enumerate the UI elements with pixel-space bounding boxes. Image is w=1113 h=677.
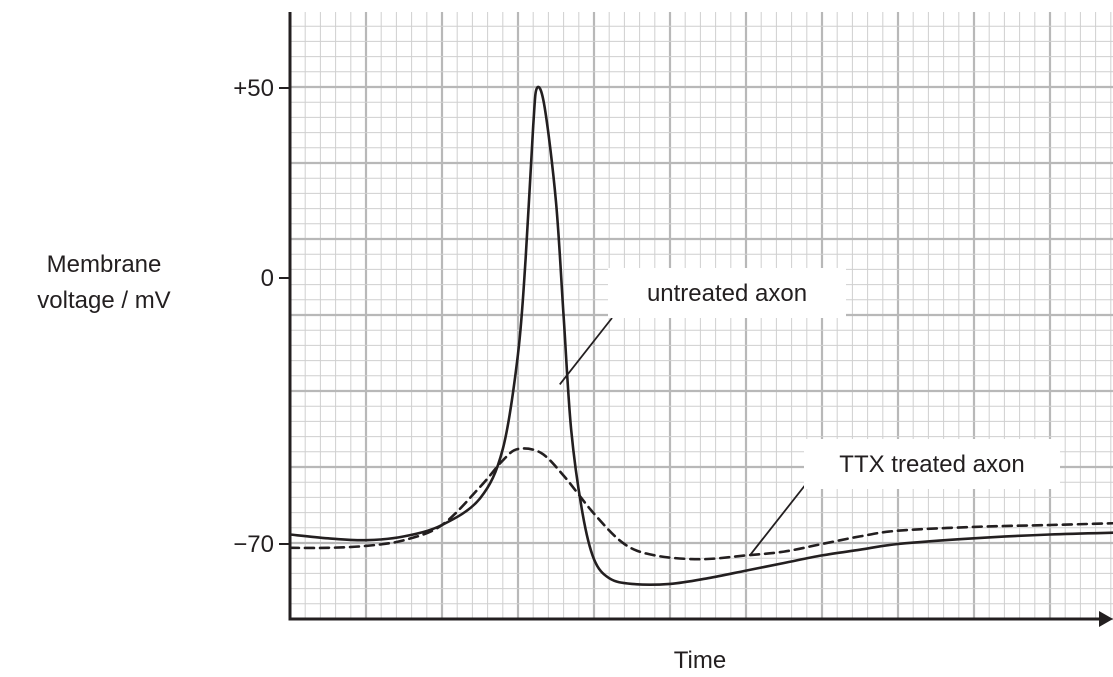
series-lines [288, 85, 1113, 586]
axes: +50 0 −70 [233, 12, 1113, 627]
y-tick-label: 0 [261, 265, 274, 292]
ttx-treated-axon-label: TTX treated axon [839, 451, 1024, 478]
x-axis-arrow-icon [1099, 611, 1113, 627]
untreated-axon-line [288, 85, 1113, 586]
ttx-treated-axon-line [288, 447, 1113, 561]
grid [288, 12, 1113, 621]
y-axis-label-line-1: Membrane [47, 251, 162, 278]
y-tick-label: +50 [233, 75, 274, 102]
y-tick-label: −70 [233, 531, 274, 558]
ttx-treated-axon-leader-line [749, 483, 807, 556]
x-axis-label: Time [674, 647, 726, 674]
ttx-treated-axon-label-box [804, 439, 1060, 489]
untreated-axon-label-box [608, 268, 846, 318]
y-axis-label-line-2: voltage / mV [37, 287, 170, 314]
untreated-axon-leader-line [559, 317, 613, 385]
untreated-axon-label: untreated axon [647, 280, 807, 307]
annotations: untreated axon TTX treated axon [559, 268, 1060, 556]
